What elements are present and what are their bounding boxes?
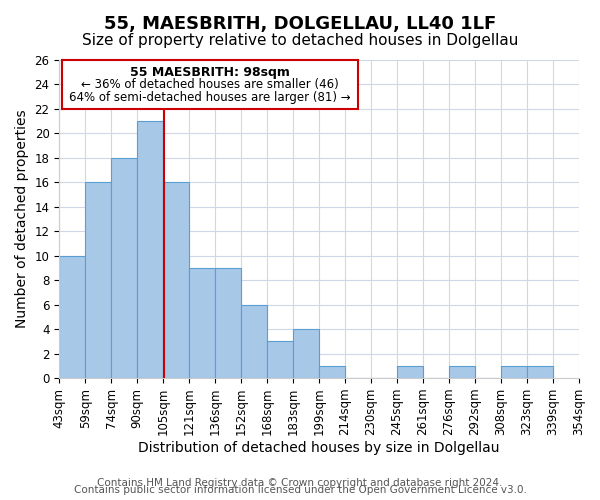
Bar [449,366,475,378]
FancyBboxPatch shape [62,60,358,109]
Text: Contains public sector information licensed under the Open Government Licence v3: Contains public sector information licen… [74,485,526,495]
X-axis label: Distribution of detached houses by size in Dolgellau: Distribution of detached houses by size … [138,441,500,455]
Bar [397,366,423,378]
Text: ← 36% of detached houses are smaller (46): ← 36% of detached houses are smaller (46… [81,78,339,92]
Text: 64% of semi-detached houses are larger (81) →: 64% of semi-detached houses are larger (… [69,90,350,104]
Bar [137,121,163,378]
Bar [85,182,111,378]
Bar [241,304,267,378]
Bar [163,182,189,378]
Bar [267,342,293,378]
Bar [500,366,527,378]
Bar [293,329,319,378]
Bar [189,268,215,378]
Text: Size of property relative to detached houses in Dolgellau: Size of property relative to detached ho… [82,32,518,48]
Bar [59,256,85,378]
Bar [215,268,241,378]
Text: Contains HM Land Registry data © Crown copyright and database right 2024.: Contains HM Land Registry data © Crown c… [97,478,503,488]
Bar [527,366,553,378]
Text: 55, MAESBRITH, DOLGELLAU, LL40 1LF: 55, MAESBRITH, DOLGELLAU, LL40 1LF [104,15,496,33]
Y-axis label: Number of detached properties: Number of detached properties [15,110,29,328]
Text: 55 MAESBRITH: 98sqm: 55 MAESBRITH: 98sqm [130,66,290,79]
Bar [319,366,345,378]
Bar [111,158,137,378]
